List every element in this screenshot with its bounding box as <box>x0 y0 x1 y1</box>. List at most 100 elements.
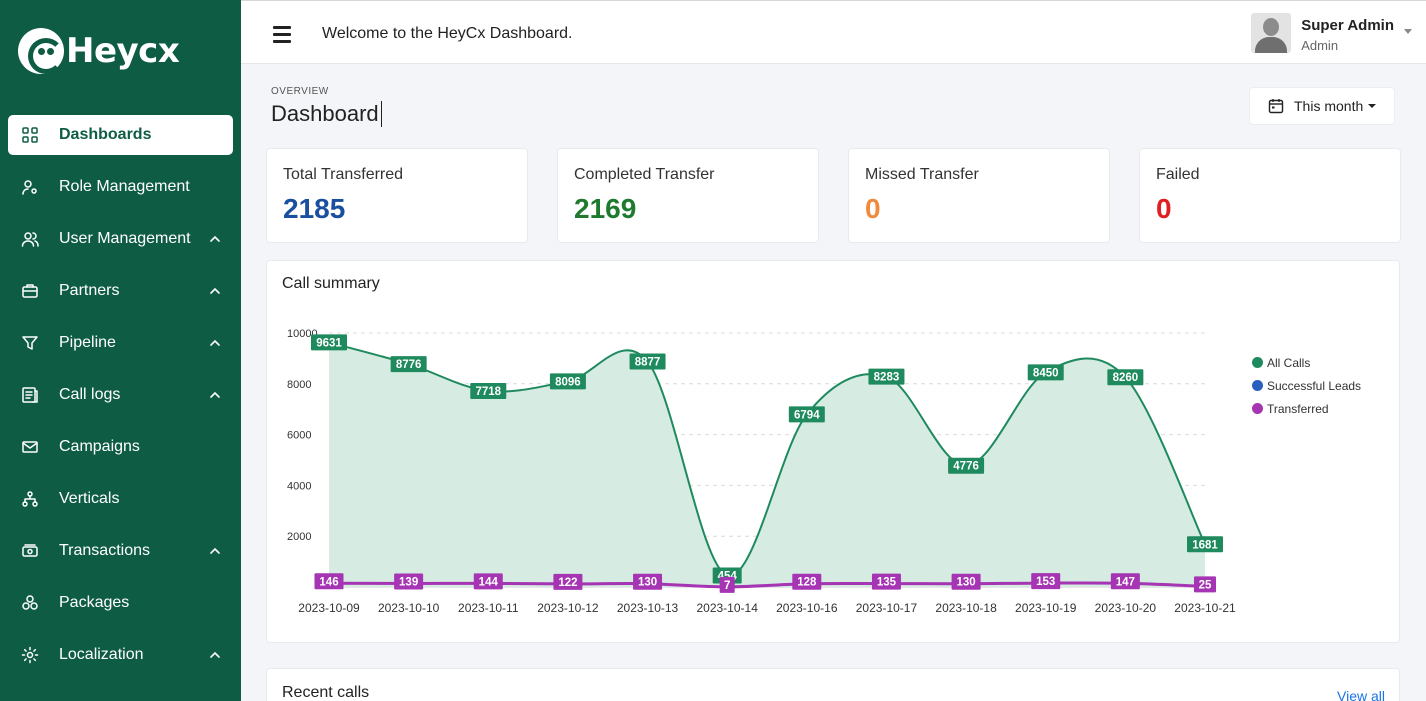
chevron-up-icon <box>208 648 222 662</box>
data-label-transferred-box <box>719 576 735 593</box>
data-label-transferred-box <box>1031 573 1061 590</box>
stat-card-total-transferred: Total Transferred 2185 <box>266 148 528 243</box>
caret-down-icon <box>1368 104 1377 108</box>
sidebar: Heycx Dashboards Role Management User Mana… <box>0 0 241 701</box>
data-label-transferred: 130 <box>956 577 975 589</box>
stat-card-completed-transfer: Completed Transfer 2169 <box>557 148 819 243</box>
data-label-transferred: 147 <box>1116 576 1135 588</box>
grid-icon <box>21 126 39 144</box>
brand-logo[interactable]: Heycx <box>18 28 180 74</box>
stat-label: Total Transferred <box>283 166 404 183</box>
sidebar-item-campaigns[interactable]: Campaigns <box>8 427 233 467</box>
data-label-all-calls-box <box>788 406 825 423</box>
sidebar-item-verticals[interactable]: Verticals <box>8 479 233 519</box>
data-label-all-calls-box <box>1187 536 1223 553</box>
x-tick-label: 2023-10-21 <box>1174 601 1236 615</box>
sidebar-nav: Dashboards Role Management User Management… <box>8 115 233 687</box>
legend-item[interactable]: All Calls <box>1252 351 1361 374</box>
sidebar-item-user-management[interactable]: User Management <box>8 219 233 259</box>
data-label-transferred-box <box>792 573 822 590</box>
data-label-transferred-box <box>951 573 981 590</box>
sidebar-item-partners[interactable]: Partners <box>8 271 233 311</box>
calendar-icon <box>1268 99 1284 114</box>
legend-item[interactable]: Transferred <box>1252 397 1361 420</box>
boxes-icon <box>21 594 39 612</box>
legend-label: Transferred <box>1267 401 1329 416</box>
data-label-all-calls-box <box>1107 369 1144 386</box>
stat-label: Missed Transfer <box>865 166 979 183</box>
data-label-transferred-box <box>394 573 424 590</box>
data-label-all-calls: 9631 <box>316 337 342 349</box>
call-summary-chart: 10000 8000 6000 4000 2000 2023-10-09 2023-10-1… <box>287 328 1236 615</box>
x-tick-label: 2023-10-17 <box>856 601 918 615</box>
y-tick-label: 6000 <box>287 430 311 442</box>
data-label-all-calls: 6794 <box>794 409 820 421</box>
stat-value: 0 <box>865 193 881 224</box>
sidebar-item-label: Localization <box>59 646 144 663</box>
series-area-all-calls <box>329 342 1205 587</box>
legend-swatch <box>1252 380 1263 391</box>
chevron-up-icon <box>208 232 222 246</box>
welcome-message: Welcome to the HeyCx Dashboard. <box>322 25 573 42</box>
data-label-all-calls: 4776 <box>953 461 979 473</box>
stat-label: Failed <box>1156 166 1200 183</box>
settings-icon <box>21 646 39 664</box>
data-label-transferred: 146 <box>319 576 338 588</box>
data-label-transferred: 153 <box>1036 576 1055 588</box>
legend-swatch <box>1252 403 1263 414</box>
sidebar-item-role-management[interactable]: Role Management <box>8 167 233 207</box>
brand-name: Heycx <box>66 31 180 71</box>
data-label-all-calls: 8776 <box>396 359 422 371</box>
data-label-transferred: 128 <box>797 577 817 589</box>
mail-icon <box>21 438 39 456</box>
sidebar-item-pipeline[interactable]: Pipeline <box>8 323 233 363</box>
stat-card-missed-transfer: Missed Transfer 0 <box>848 148 1110 243</box>
data-label-transferred-box <box>473 573 503 590</box>
chart-title: Call summary <box>282 275 380 292</box>
sidebar-item-call-logs[interactable]: Call logs <box>8 375 233 415</box>
filter-icon <box>21 334 39 352</box>
x-tick-label: 2023-10-11 <box>458 601 519 615</box>
data-label-all-calls-box <box>948 457 985 474</box>
x-tick-label: 2023-10-10 <box>378 601 440 615</box>
sidebar-item-label: Verticals <box>59 490 120 507</box>
sidebar-item-label: User Management <box>59 230 191 247</box>
period-select-button[interactable]: This month <box>1249 87 1395 125</box>
menu-toggle-icon[interactable] <box>273 26 291 43</box>
data-label-transferred: 144 <box>479 576 499 588</box>
sidebar-item-localization[interactable]: Localization <box>8 635 233 675</box>
x-tick-label: 2023-10-12 <box>537 601 599 615</box>
data-label-all-calls-box <box>629 353 666 370</box>
data-label-all-calls-box <box>470 382 507 399</box>
data-label-transferred-box <box>633 573 663 590</box>
x-tick-label: 2023-10-14 <box>696 601 758 615</box>
data-label-transferred-box <box>871 573 901 590</box>
top-header: Welcome to the HeyCx Dashboard. Super Ad… <box>241 0 1426 64</box>
chevron-up-icon <box>208 284 222 298</box>
period-label: This month <box>1294 98 1364 114</box>
chevron-up-icon <box>208 544 222 558</box>
data-label-all-calls: 8096 <box>555 376 581 388</box>
sidebar-item-dashboards[interactable]: Dashboards <box>8 115 233 155</box>
data-label-all-calls-box <box>311 334 347 351</box>
recent-calls-card: Recent calls View all <box>266 668 1400 701</box>
data-label-all-calls: 7718 <box>475 386 501 398</box>
data-label-transferred-box <box>553 573 583 590</box>
sidebar-item-packages[interactable]: Packages <box>8 583 233 623</box>
legend-label: All Calls <box>1267 355 1311 370</box>
chart-legend: All Calls Successful Leads Transferred <box>1252 351 1361 420</box>
user-menu[interactable]: Super Admin Admin <box>1251 13 1412 53</box>
x-tick-label: 2023-10-13 <box>617 601 679 615</box>
data-label-transferred: 7 <box>724 580 730 592</box>
data-label-all-calls-box <box>868 368 905 385</box>
sidebar-item-label: Role Management <box>59 178 190 195</box>
data-label-transferred: 122 <box>558 577 577 589</box>
data-label-all-calls: 8877 <box>635 357 661 369</box>
chevron-up-icon <box>208 336 222 350</box>
user-role: Admin <box>1301 38 1339 53</box>
sidebar-item-label: Partners <box>59 282 120 299</box>
legend-item[interactable]: Successful Leads <box>1252 374 1361 397</box>
view-all-link[interactable]: View all <box>1337 688 1385 701</box>
sidebar-item-transactions[interactable]: Transactions <box>8 531 233 571</box>
data-label-all-calls: 8260 <box>1113 372 1139 384</box>
